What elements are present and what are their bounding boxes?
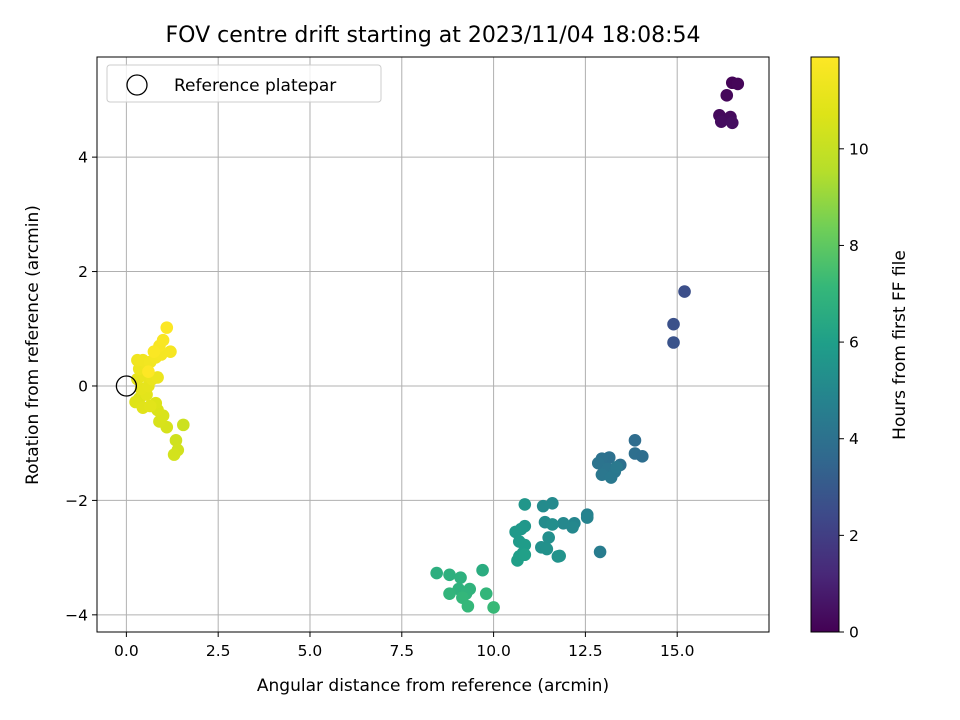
- colorbar-tick-label: 2: [849, 527, 859, 545]
- data-point: [160, 321, 174, 334]
- y-tick-label: 0: [78, 377, 88, 395]
- y-tick-label: 4: [78, 149, 88, 167]
- data-point: [142, 365, 155, 378]
- data-point: [678, 285, 691, 298]
- colorbar-gradient: [810, 56, 840, 633]
- legend-reference-marker: [126, 74, 148, 96]
- y-axis-ticks: −4 −2 0 2 4: [65, 149, 97, 624]
- data-point: [731, 77, 745, 91]
- data-point: [604, 471, 618, 484]
- colorbar-tick-label: 0: [849, 624, 859, 642]
- data-point: [461, 599, 475, 613]
- data-point: [518, 548, 532, 562]
- data-point: [557, 516, 570, 530]
- reference-platepar-marker: [115, 375, 138, 397]
- y-axis-label: Rotation from reference (arcmin): [23, 205, 43, 485]
- colorbar: 0 2 4 6 8 10 Hours from first FF file: [810, 56, 910, 642]
- x-tick-label: 2.5: [206, 642, 231, 660]
- data-point: [430, 566, 443, 580]
- plot-area-frame: [96, 56, 770, 633]
- data-point: [725, 116, 739, 130]
- colorbar-label: Hours from first FF file: [890, 250, 910, 440]
- data-point: [509, 525, 522, 539]
- data-point: [476, 563, 489, 577]
- data-point: [593, 545, 607, 559]
- data-point: [546, 518, 559, 531]
- y-tick-label: −2: [65, 492, 88, 510]
- data-point: [156, 333, 170, 347]
- x-axis-label: Angular distance from reference (arcmin): [257, 676, 609, 696]
- data-point: [147, 345, 161, 358]
- colorbar-ticks: 0 2 4 6 8 10: [839, 140, 869, 642]
- x-tick-label: 5.0: [298, 642, 323, 660]
- data-point: [151, 371, 164, 384]
- data-point: [580, 511, 594, 524]
- data-point: [518, 498, 532, 511]
- x-tick-label: 7.5: [389, 642, 414, 660]
- colorbar-tick-label: 4: [849, 430, 859, 448]
- data-point: [714, 115, 728, 128]
- colorbar-tick-label: 6: [849, 334, 859, 352]
- data-point: [667, 336, 680, 349]
- data-point: [169, 434, 183, 447]
- data-point: [720, 89, 734, 102]
- data-point: [553, 549, 566, 563]
- data-point: [443, 568, 456, 582]
- legend: Reference platepar: [106, 64, 382, 103]
- data-point: [610, 460, 623, 474]
- legend-box: [106, 64, 382, 103]
- x-tick-label: 15.0: [660, 642, 695, 660]
- data-point: [487, 601, 500, 614]
- data-point: [143, 399, 157, 413]
- data-point: [536, 499, 550, 513]
- legend-label-reference-platepar: Reference platepar: [174, 76, 336, 96]
- colorbar-tick-label: 10: [849, 140, 869, 158]
- data-point: [167, 448, 181, 461]
- data-point: [591, 456, 605, 470]
- data-point: [628, 434, 642, 447]
- data-point: [176, 418, 190, 432]
- x-tick-label: 0.0: [114, 642, 139, 660]
- colorbar-tick-label: 8: [849, 237, 859, 255]
- data-point: [443, 587, 456, 600]
- data-point: [164, 345, 177, 358]
- grid-lines: [97, 57, 769, 632]
- data-point: [454, 571, 467, 584]
- data-point: [542, 531, 555, 544]
- x-tick-label: 12.5: [568, 642, 603, 660]
- y-tick-label: −4: [65, 606, 88, 624]
- x-axis-ticks: 0.0 2.5 5.0 7.5 10.0 12.5 15.0: [114, 632, 694, 660]
- data-point: [479, 587, 493, 600]
- data-point: [540, 542, 554, 556]
- x-tick-label: 10.0: [476, 642, 511, 660]
- chart-title: FOV centre drift starting at 2023/11/04 …: [166, 23, 701, 48]
- data-point: [636, 450, 649, 463]
- data-points: [129, 76, 745, 614]
- data-point: [667, 317, 680, 331]
- y-tick-label: 2: [78, 263, 88, 281]
